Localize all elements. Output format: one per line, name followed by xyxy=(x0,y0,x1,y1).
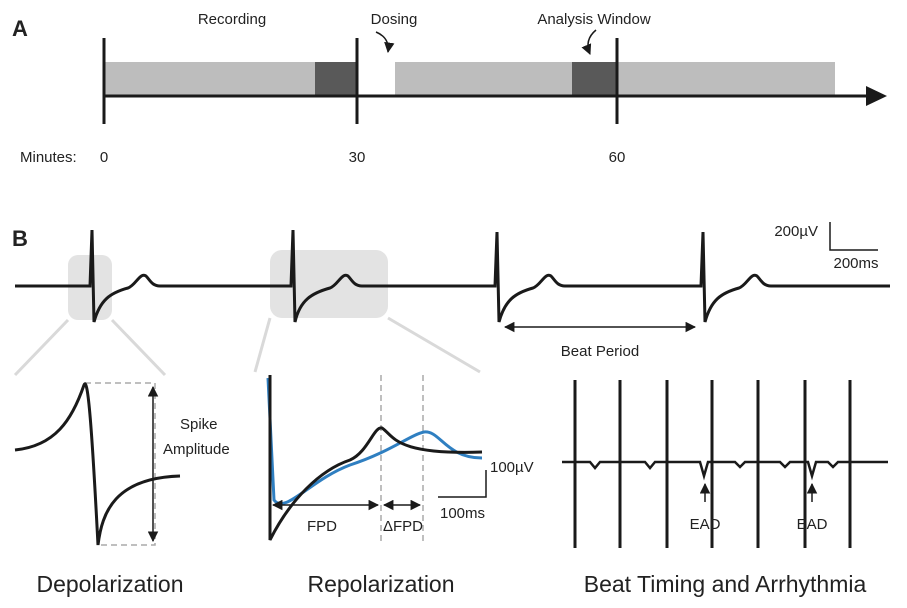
panel-label: B xyxy=(12,226,28,251)
trace-drug xyxy=(266,377,483,506)
analysis-block xyxy=(572,62,617,96)
label: Beat Period xyxy=(561,343,639,360)
spike-trace xyxy=(14,382,181,546)
label: Amplitude xyxy=(163,441,230,458)
scale-label: 100ms xyxy=(440,505,485,522)
highlight xyxy=(270,250,388,318)
beats xyxy=(573,380,852,548)
label: EAD xyxy=(690,516,721,533)
label: Dosing xyxy=(371,11,418,28)
scale-bar xyxy=(829,222,878,251)
label: Analysis Window xyxy=(537,11,651,28)
label: Spike xyxy=(180,416,218,433)
tick-label: 60 xyxy=(609,149,626,166)
trace-baseline xyxy=(268,375,483,541)
axis-caption: Minutes: xyxy=(20,149,77,166)
scale-label: 100µV xyxy=(490,459,534,476)
zoom-lines xyxy=(13,316,481,377)
label: FPD xyxy=(307,518,337,535)
section-title: Repolarization xyxy=(307,571,454,597)
recording-bar xyxy=(104,62,357,96)
section-title: Depolarization xyxy=(36,571,183,597)
trace xyxy=(562,460,888,481)
arrow xyxy=(375,31,395,54)
section-title: Beat Timing and Arrhythmia xyxy=(584,571,867,597)
label: EAD xyxy=(797,516,828,533)
arrow xyxy=(581,29,597,55)
label: ΔFPD xyxy=(383,518,423,535)
scale-label: 200µV xyxy=(774,223,818,240)
panel-label: A xyxy=(12,16,28,41)
analysis-block xyxy=(315,62,357,96)
scale-label: 200ms xyxy=(833,255,878,272)
scale-bar xyxy=(438,470,487,498)
axis-arrow xyxy=(866,86,887,106)
label: Recording xyxy=(198,11,266,28)
trace xyxy=(15,229,890,323)
tick-label: 30 xyxy=(349,149,366,166)
tick-label: 0 xyxy=(100,149,108,166)
